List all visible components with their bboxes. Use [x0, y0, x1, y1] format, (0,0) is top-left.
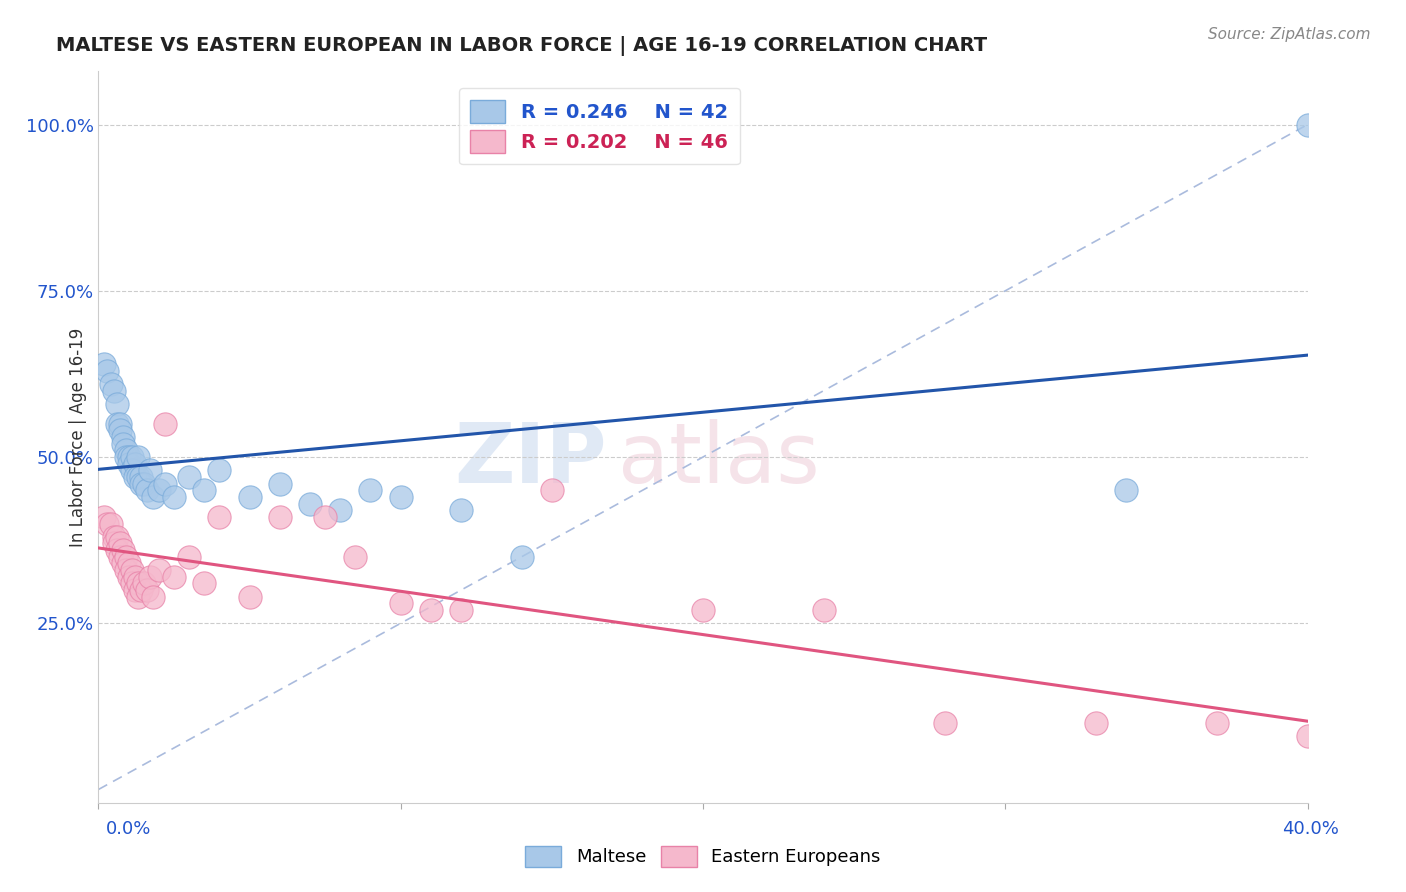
Text: atlas: atlas: [619, 418, 820, 500]
Point: [103, 536, 125, 550]
Point: [135, 582, 157, 597]
Point: [118, 557, 141, 571]
Point: [127, 590, 149, 604]
Point: [360, 483, 382, 498]
Point: [121, 463, 143, 477]
Point: [111, 543, 134, 558]
Point: [118, 457, 141, 471]
Point: [389, 596, 412, 610]
Point: [114, 549, 136, 564]
Point: [124, 457, 146, 471]
Point: [153, 417, 176, 431]
Point: [208, 509, 231, 524]
Point: [111, 436, 134, 450]
Point: [100, 516, 122, 531]
Point: [1206, 716, 1229, 731]
Point: [103, 530, 125, 544]
Point: [299, 497, 322, 511]
Point: [139, 463, 162, 477]
Point: [121, 563, 143, 577]
Point: [108, 424, 131, 438]
Point: [118, 450, 141, 464]
Point: [108, 417, 131, 431]
Text: 40.0%: 40.0%: [1282, 820, 1339, 838]
Point: [129, 470, 152, 484]
Point: [127, 470, 149, 484]
Text: ZIP: ZIP: [454, 418, 606, 500]
Point: [135, 483, 157, 498]
Point: [329, 503, 352, 517]
Point: [934, 716, 956, 731]
Point: [139, 570, 162, 584]
Text: 0.0%: 0.0%: [105, 820, 150, 838]
Point: [114, 443, 136, 458]
Point: [540, 483, 562, 498]
Point: [121, 450, 143, 464]
Point: [269, 509, 291, 524]
Point: [111, 430, 134, 444]
Point: [105, 530, 128, 544]
Point: [148, 483, 170, 498]
Point: [129, 582, 152, 597]
Point: [148, 563, 170, 577]
Point: [239, 490, 262, 504]
Point: [108, 549, 131, 564]
Point: [105, 543, 128, 558]
Point: [114, 450, 136, 464]
Point: [1296, 729, 1319, 743]
Point: [1115, 483, 1137, 498]
Point: [93, 357, 115, 371]
Point: [239, 590, 262, 604]
Point: [124, 582, 146, 597]
Point: [127, 576, 149, 591]
Point: [108, 536, 131, 550]
Point: [450, 503, 472, 517]
Point: [208, 463, 231, 477]
Point: [132, 576, 155, 591]
Y-axis label: In Labor Force | Age 16-19: In Labor Force | Age 16-19: [69, 327, 87, 547]
Point: [193, 576, 215, 591]
Point: [96, 516, 118, 531]
Point: [1296, 118, 1319, 132]
Point: [100, 376, 122, 391]
Point: [96, 363, 118, 377]
Point: [314, 509, 336, 524]
Legend: R = 0.246    N = 42, R = 0.202    N = 46: R = 0.246 N = 42, R = 0.202 N = 46: [458, 88, 740, 164]
Point: [93, 509, 115, 524]
Point: [193, 483, 215, 498]
Point: [813, 603, 835, 617]
Point: [105, 397, 128, 411]
Point: [179, 549, 201, 564]
Text: Source: ZipAtlas.com: Source: ZipAtlas.com: [1208, 27, 1371, 42]
Point: [114, 563, 136, 577]
Point: [163, 490, 186, 504]
Point: [118, 570, 141, 584]
Point: [124, 570, 146, 584]
Point: [124, 470, 146, 484]
Point: [1085, 716, 1108, 731]
Point: [179, 470, 201, 484]
Point: [510, 549, 533, 564]
Point: [132, 476, 155, 491]
Point: [153, 476, 176, 491]
Point: [163, 570, 186, 584]
Point: [269, 476, 291, 491]
Point: [344, 549, 367, 564]
Text: MALTESE VS EASTERN EUROPEAN IN LABOR FORCE | AGE 16-19 CORRELATION CHART: MALTESE VS EASTERN EUROPEAN IN LABOR FOR…: [56, 36, 987, 55]
Point: [105, 417, 128, 431]
Point: [121, 576, 143, 591]
Point: [389, 490, 412, 504]
Point: [692, 603, 714, 617]
Point: [450, 603, 472, 617]
Point: [103, 384, 125, 398]
Point: [420, 603, 443, 617]
Point: [142, 490, 165, 504]
Point: [127, 450, 149, 464]
Legend: Maltese, Eastern Europeans: Maltese, Eastern Europeans: [519, 838, 887, 874]
Point: [142, 590, 165, 604]
Point: [111, 557, 134, 571]
Point: [129, 476, 152, 491]
